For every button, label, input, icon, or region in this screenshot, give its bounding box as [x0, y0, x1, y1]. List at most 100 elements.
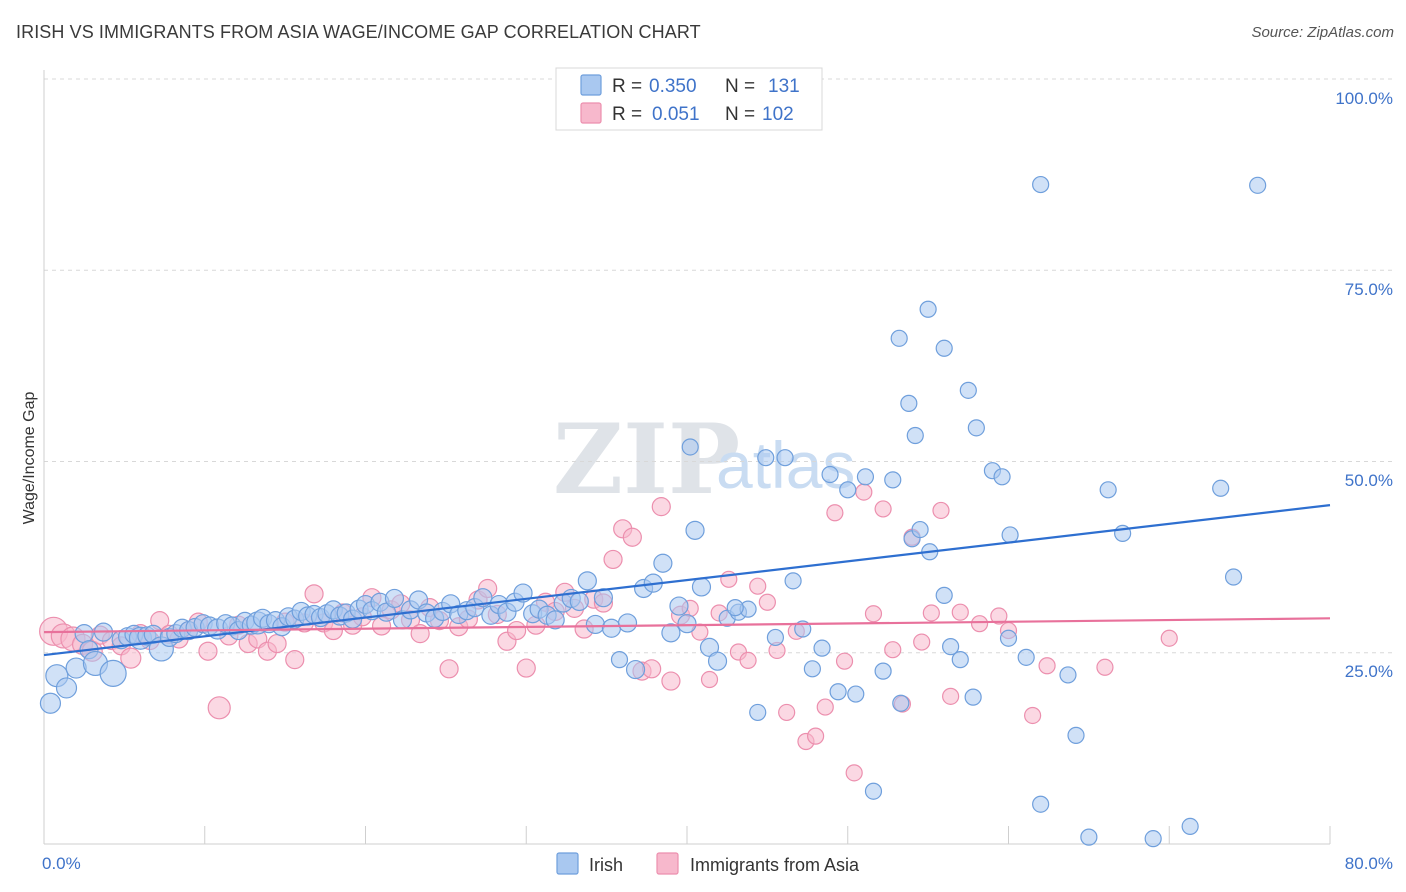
- irish-point: [967, 419, 985, 437]
- asia-point: [603, 549, 623, 570]
- legend-asia-r-value: 0.051: [652, 104, 700, 125]
- irish-point: [617, 613, 638, 633]
- asia-point: [267, 633, 287, 654]
- bottom-legend-irish-swatch: [556, 852, 579, 875]
- bottom-legend-irish-label: Irish: [589, 855, 623, 875]
- chart-title: IRISH VS IMMIGRANTS FROM ASIA WAGE/INCOM…: [16, 22, 701, 42]
- irish-point: [99, 659, 127, 688]
- asia-point: [855, 483, 873, 501]
- asia-point: [932, 501, 950, 520]
- irish-point: [545, 610, 565, 630]
- x-axis-ticks: [43, 826, 1331, 844]
- asia-point: [806, 727, 825, 745]
- irish-point: [610, 651, 629, 669]
- irish-point: [892, 694, 910, 712]
- irish-point: [829, 683, 847, 701]
- irish-point: [569, 591, 589, 612]
- asia-point: [700, 670, 719, 689]
- irish-point: [577, 571, 597, 591]
- irish-point: [384, 588, 405, 609]
- irish-point: [776, 449, 794, 467]
- asia-point: [835, 652, 854, 670]
- irish-point: [681, 438, 699, 456]
- asia-point: [507, 620, 527, 641]
- irish-point: [1001, 526, 1019, 544]
- asia-point: [516, 658, 536, 678]
- y-axis-label: Wage/Income Gap: [21, 392, 38, 525]
- asia-point: [826, 504, 844, 522]
- irish-point: [999, 629, 1018, 647]
- irish-point: [726, 599, 744, 617]
- asia-point: [913, 633, 931, 651]
- irish-point: [864, 782, 883, 800]
- irish-point: [847, 685, 865, 703]
- asia-point: [439, 659, 459, 679]
- asia-point: [951, 603, 969, 621]
- bottom-legend-asia-label: Immigrants from Asia: [690, 855, 860, 875]
- asia-point: [884, 641, 902, 659]
- irish-point: [749, 703, 767, 722]
- irish-point: [890, 329, 908, 347]
- irish-point: [669, 596, 689, 616]
- irish-point: [935, 586, 953, 604]
- irish-point: [803, 660, 821, 678]
- y-tick-label: 50.0%: [1345, 471, 1393, 490]
- asia-point: [758, 593, 776, 611]
- watermark-zip: ZIP: [553, 403, 740, 516]
- asia-point: [874, 500, 892, 518]
- legend-irish-swatch: [580, 74, 602, 96]
- irish-point: [766, 628, 785, 647]
- irish-point: [964, 688, 982, 706]
- asia-trend-line: [43, 617, 1331, 634]
- irish-point: [1249, 176, 1267, 194]
- irish-point: [1144, 830, 1162, 848]
- legend-asia-r-label: R =: [612, 104, 642, 125]
- irish-point: [1224, 568, 1243, 586]
- irish-point: [1017, 648, 1035, 666]
- asia-point: [651, 497, 671, 517]
- irish-point: [707, 651, 728, 671]
- irish-point: [993, 468, 1011, 486]
- irish-point: [757, 449, 775, 467]
- irish-point: [55, 677, 78, 699]
- irish-point: [585, 614, 605, 635]
- x-tick-label-min: 0.0%: [42, 854, 81, 873]
- irish-point: [906, 426, 924, 445]
- asia-point: [942, 687, 960, 705]
- irish-point: [1059, 666, 1077, 684]
- irish-point: [1099, 481, 1117, 499]
- asia-point: [739, 651, 757, 670]
- asia-point: [1038, 657, 1056, 675]
- asia-point: [207, 696, 231, 720]
- asia-point: [816, 698, 834, 716]
- legend-asia-swatch: [580, 102, 602, 124]
- asia-point: [990, 607, 1008, 625]
- irish-point: [691, 577, 712, 597]
- irish-point: [593, 588, 614, 608]
- legend-irish-r-label: R =: [612, 76, 642, 97]
- irish-point: [1032, 175, 1050, 194]
- irish-point: [784, 572, 802, 590]
- x-tick-label-max: 80.0%: [1345, 854, 1393, 873]
- asia-point: [642, 659, 662, 679]
- irish-point: [856, 468, 875, 486]
- irish-point: [39, 692, 62, 714]
- irish-point: [951, 651, 969, 669]
- asia-point: [285, 650, 305, 670]
- irish-point: [919, 300, 937, 318]
- irish-point: [821, 465, 839, 484]
- irish-point: [935, 339, 953, 357]
- asia-point: [1096, 658, 1114, 676]
- irish-point: [911, 520, 929, 539]
- irish-point: [625, 659, 646, 680]
- irish-point: [959, 381, 977, 399]
- irish-point: [1080, 828, 1098, 846]
- irish-point: [884, 471, 902, 489]
- asia-point: [845, 764, 863, 782]
- irish-point: [1212, 479, 1230, 497]
- legend-asia-n-label: N =: [725, 104, 755, 125]
- irish-point: [839, 481, 857, 499]
- series-legend: Irish Immigrants from Asia: [556, 852, 860, 875]
- legend-irish-n-label: N =: [725, 76, 755, 97]
